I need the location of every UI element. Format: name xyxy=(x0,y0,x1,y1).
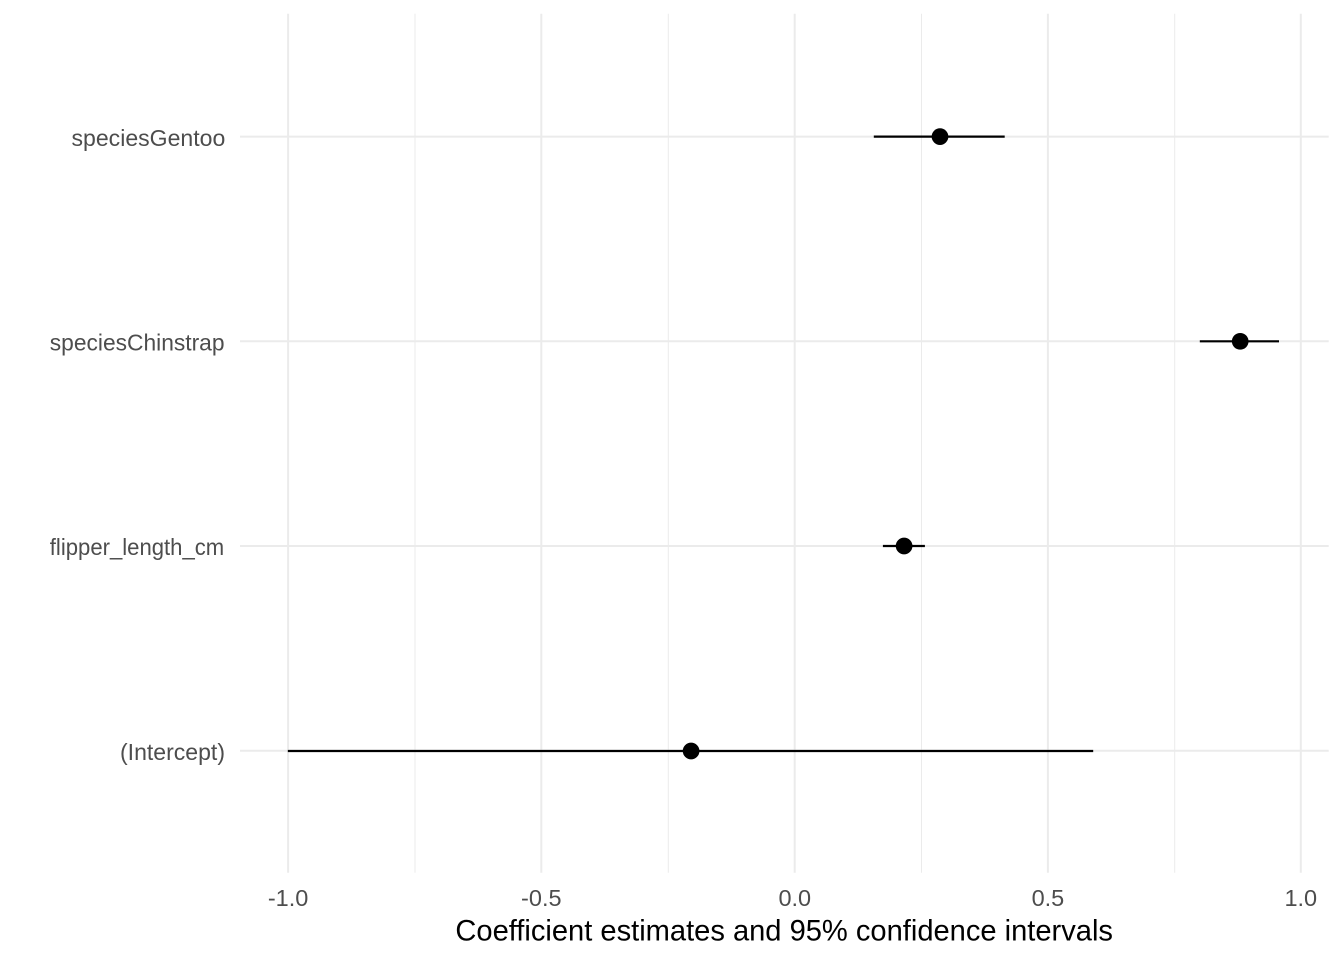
svg-text:Coefficient estimates and 95%: Coefficient estimates and 95% confidence… xyxy=(455,915,1113,948)
svg-text:speciesChinstrap: speciesChinstrap xyxy=(50,330,225,356)
svg-text:(Intercept): (Intercept) xyxy=(120,739,225,765)
svg-text:speciesGentoo: speciesGentoo xyxy=(72,125,226,151)
svg-text:-0.5: -0.5 xyxy=(521,885,562,911)
svg-text:-1.0: -1.0 xyxy=(268,885,309,911)
svg-text:flipper_length_cm: flipper_length_cm xyxy=(50,534,224,560)
svg-text:0.5: 0.5 xyxy=(1032,885,1065,911)
svg-text:1.0: 1.0 xyxy=(1284,885,1317,911)
svg-text:0.0: 0.0 xyxy=(778,885,811,911)
